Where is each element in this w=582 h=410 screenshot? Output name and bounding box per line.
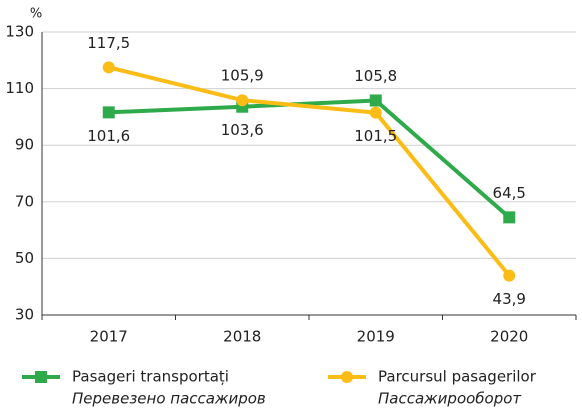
marker bbox=[503, 269, 516, 282]
legend-label: Pasageri transportați bbox=[72, 368, 229, 386]
value-label: 43,9 bbox=[493, 290, 526, 308]
value-label: 105,8 bbox=[354, 67, 397, 85]
value-label: 105,9 bbox=[221, 67, 264, 85]
y-tick-label: 90 bbox=[15, 136, 34, 154]
series-line bbox=[108, 98, 511, 219]
x-tick-label: 2020 bbox=[490, 328, 528, 346]
y-tick-label: 130 bbox=[5, 23, 34, 41]
y-tick-label: 110 bbox=[5, 79, 34, 97]
legend-marker bbox=[35, 371, 47, 383]
legend-label-alt: Пассажирооборот bbox=[378, 390, 522, 408]
unit-label: % bbox=[30, 7, 42, 22]
value-label: 101,6 bbox=[87, 127, 130, 145]
legend-marker bbox=[341, 371, 353, 383]
y-tick-label: 50 bbox=[15, 249, 34, 267]
marker bbox=[503, 211, 516, 224]
legend-label-alt: Перевезено пассажиров bbox=[72, 390, 266, 408]
legend-label: Parcursul pasagerilor bbox=[378, 368, 537, 386]
series-line bbox=[108, 65, 511, 277]
y-tick-label: 70 bbox=[15, 192, 34, 210]
value-label: 117,5 bbox=[87, 34, 130, 52]
marker bbox=[236, 94, 249, 107]
marker bbox=[102, 106, 115, 119]
x-tick-label: 2018 bbox=[223, 328, 261, 346]
value-label: 64,5 bbox=[493, 184, 526, 202]
marker bbox=[369, 106, 382, 119]
x-tick-label: 2017 bbox=[90, 328, 128, 346]
marker bbox=[102, 61, 115, 74]
value-label: 103,6 bbox=[221, 121, 264, 139]
x-tick-label: 2019 bbox=[357, 328, 395, 346]
value-label: 101,5 bbox=[354, 127, 397, 145]
marker bbox=[369, 94, 382, 107]
y-tick-label: 30 bbox=[15, 306, 34, 324]
